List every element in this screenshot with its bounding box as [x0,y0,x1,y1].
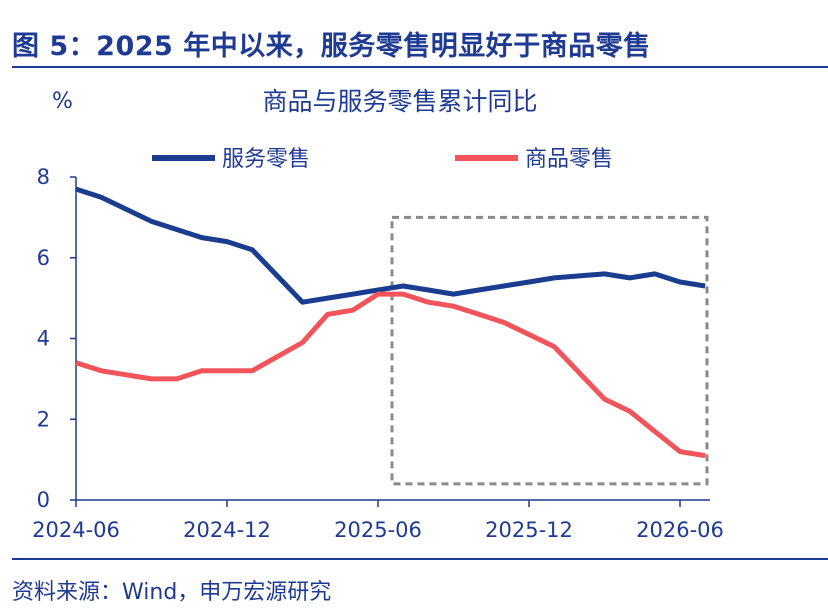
source-note: 资料来源：Wind，申万宏源研究 [12,580,332,605]
x-tick-label: 2025-12 [485,518,573,542]
x-tick-label: 2024-12 [183,518,271,542]
highlight-box-layer [390,215,709,486]
x-tick-label: 2025-06 [334,518,422,542]
y-tick-label: 0 [37,488,50,512]
x-tick-label: 2026-06 [636,518,724,542]
y-tick-label: 8 [37,165,50,189]
series-line-2 [75,291,706,459]
chart-title: 商品与服务零售累计同比 [262,87,537,116]
highlight-box [390,215,709,486]
x-tick-label: 2024-06 [32,518,120,542]
y-tick-label: 6 [37,246,50,270]
series-layer [75,186,706,459]
y-axis: 0 2 4 6 8 [37,165,77,512]
legend: 服务零售 商品零售 [152,147,613,172]
legend-label: 商品零售 [525,147,613,172]
series-line-1 [75,186,706,305]
legend-label: 服务零售 [222,147,310,172]
y-tick-label: 2 [37,407,50,431]
figure-title: 图 5：2025 年中以来，服务零售明显好于商品零售 [12,31,651,62]
y-axis-unit-label: % [52,89,73,114]
source-divider [12,558,828,560]
y-tick-label: 4 [37,327,50,351]
title-divider [12,66,828,68]
x-axis: 2024-06 2024-12 2025-06 2025-12 2026-06 [32,499,724,542]
